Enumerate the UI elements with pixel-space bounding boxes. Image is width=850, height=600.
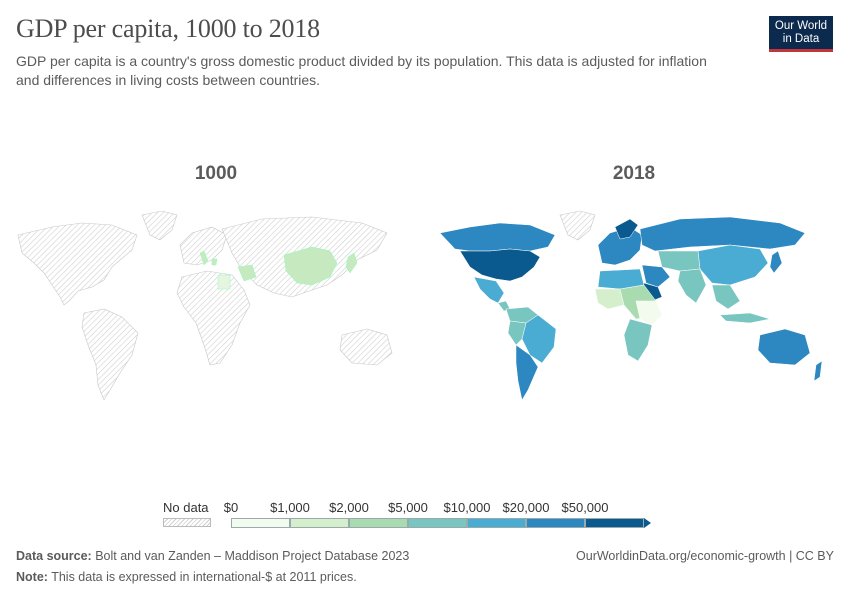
legend-tick-6: $50,000 — [561, 500, 609, 515]
legend-no-data-swatch[interactable] — [163, 518, 211, 527]
legend-arrow — [644, 518, 651, 528]
legend-bin-2[interactable] — [349, 518, 408, 528]
southern-africa-2018[interactable] — [623, 318, 653, 362]
east-africa-2018[interactable] — [635, 300, 663, 326]
central-asia-2018[interactable] — [657, 250, 701, 272]
legend-bin-0[interactable] — [231, 518, 290, 528]
greece-1000[interactable] — [211, 258, 218, 266]
west-africa-2018[interactable] — [594, 288, 625, 310]
greenland-nodata-2018[interactable] — [559, 210, 596, 241]
australia-nodata[interactable] — [339, 328, 393, 366]
japan-2018[interactable] — [769, 250, 783, 274]
italy-1000[interactable] — [199, 250, 209, 266]
logo-line-1: Our World — [774, 20, 828, 32]
argentina-chile-2018[interactable] — [515, 344, 539, 401]
north-america-nodata[interactable] — [17, 222, 138, 306]
chart-title: GDP per capita, 1000 to 2018 — [16, 14, 320, 43]
legend-bin-5[interactable] — [526, 518, 585, 528]
canada-2018[interactable] — [439, 222, 556, 252]
new-zealand-2018[interactable] — [813, 360, 823, 382]
data-source-text[interactable]: Bolt and van Zanden – Maddison Project D… — [95, 549, 410, 563]
owid-logo[interactable]: Our World in Data — [769, 16, 833, 52]
legend-no-data-label: No data — [163, 500, 209, 515]
legend-bin-3[interactable] — [408, 518, 467, 528]
europe-nodata[interactable] — [179, 226, 228, 266]
note-text: This data is expressed in international-… — [51, 570, 357, 584]
color-legend: No data $0 $1,000 $2,000 $5,000 $10,000 $20,0… — [163, 496, 663, 536]
china-1000[interactable] — [283, 246, 338, 286]
middle-east-2018[interactable] — [641, 264, 671, 288]
indonesia-2018[interactable] — [719, 312, 771, 324]
map-year-2018-label: 2018 — [612, 163, 656, 184]
iran-1000[interactable] — [237, 264, 257, 282]
legend-tick-1: $1,000 — [270, 500, 310, 515]
note: Note: This data is expressed in internat… — [16, 570, 357, 584]
logo-line-2: in Data — [782, 33, 820, 45]
legend-tick-4: $10,000 — [443, 500, 491, 515]
legend-tick-2: $2,000 — [329, 500, 369, 515]
world-map-1000[interactable] — [12, 205, 412, 405]
world-map-2018[interactable] — [430, 205, 830, 405]
scandinavia-2018[interactable] — [614, 218, 639, 240]
source-link[interactable]: OurWorldinData.org/economic-growth | CC … — [576, 549, 834, 563]
note-label: Note: — [16, 570, 48, 584]
legend-tick-0: $0 — [223, 500, 239, 515]
egypt-1000[interactable] — [217, 274, 231, 290]
legend-tick-3: $5,000 — [388, 500, 428, 515]
africa-nodata[interactable] — [176, 270, 251, 366]
south-america-nodata[interactable] — [81, 308, 139, 401]
legend-tick-5: $20,000 — [502, 500, 550, 515]
japan-1000[interactable] — [345, 252, 358, 274]
greenland-nodata[interactable] — [141, 210, 178, 241]
data-source-label: Data source: — [16, 549, 92, 563]
china-2018[interactable] — [697, 244, 769, 286]
legend-bin-1[interactable] — [290, 518, 349, 528]
map-year-1000-label: 1000 — [194, 163, 238, 184]
india-2018[interactable] — [677, 268, 707, 304]
southeast-asia-2018[interactable] — [711, 284, 741, 310]
legend-bin-4[interactable] — [467, 518, 526, 528]
peru-bolivia-2018[interactable] — [507, 320, 527, 346]
mexico-2018[interactable] — [473, 276, 505, 304]
legend-bin-6[interactable] — [585, 518, 644, 528]
data-source: Data source: Bolt and van Zanden – Maddi… — [16, 549, 409, 563]
australia-2018[interactable] — [757, 328, 811, 366]
brazil-2018[interactable] — [521, 314, 557, 364]
usa-2018[interactable] — [459, 248, 541, 282]
russia-2018[interactable] — [639, 216, 806, 252]
chart-subtitle: GDP per capita is a country's gross dome… — [16, 53, 707, 88]
